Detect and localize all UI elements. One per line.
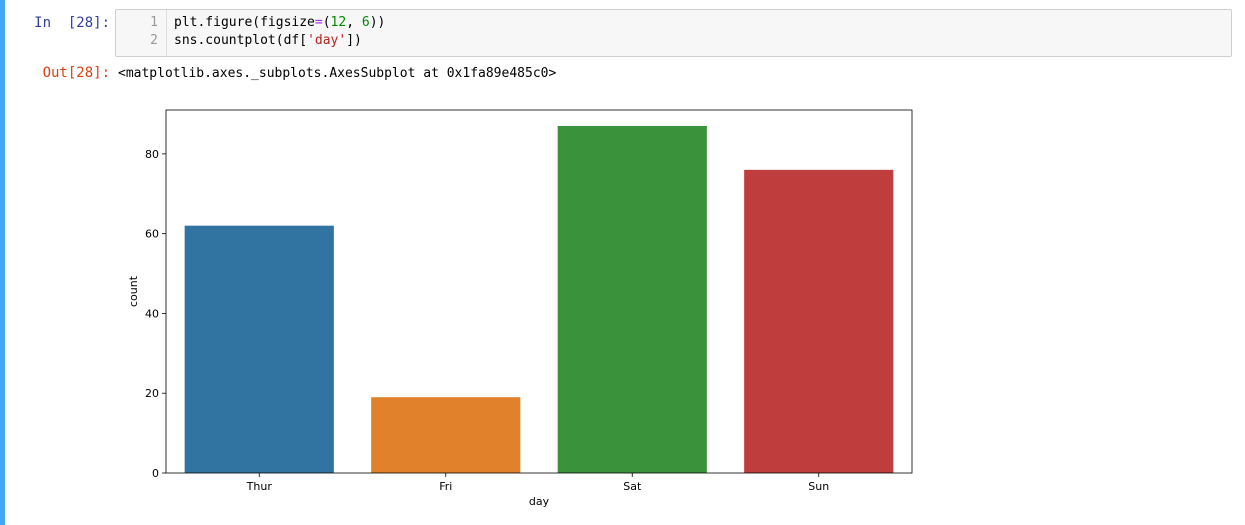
countplot-chart: Thur Fri Sat Sun 0 20 40 60 80 day count xyxy=(110,100,930,519)
x-tick-label: Thur xyxy=(246,480,273,493)
line-number: 2 xyxy=(150,33,158,48)
bar-thur xyxy=(184,225,334,473)
y-tick-label: 60 xyxy=(145,228,159,241)
code-token: , xyxy=(346,15,362,30)
code-token: 'day' xyxy=(307,33,347,48)
code-token: ]) xyxy=(346,33,362,48)
code-editor[interactable]: 1 2 plt.figure(figsize=(12, 6)) sns.coun… xyxy=(115,9,1232,57)
output-prompt: Out[28]: xyxy=(42,65,110,81)
active-cell-indicator xyxy=(0,0,5,525)
x-tick-label: Sat xyxy=(623,480,642,493)
code-line[interactable]: plt.figure(figsize=(12, 6)) xyxy=(174,15,385,30)
x-tick-label: Fri xyxy=(439,480,452,493)
code-token: plt.figure(figsize xyxy=(174,15,315,30)
axes-frame xyxy=(165,109,913,474)
chart-svg: Thur Fri Sat Sun 0 20 40 60 80 day count xyxy=(127,109,913,508)
code-line[interactable]: sns.countplot(df['day']) xyxy=(174,33,362,48)
code-token: = xyxy=(314,15,323,30)
output-repr-text: <matplotlib.axes._subplots.AxesSubplot a… xyxy=(118,66,557,81)
x-axis-label: day xyxy=(529,495,550,508)
y-tick-label: 0 xyxy=(152,467,159,480)
x-tick-label: Sun xyxy=(808,480,829,493)
y-tick-label: 20 xyxy=(145,387,159,400)
bar-fri xyxy=(371,397,521,473)
y-axis-label: count xyxy=(127,275,140,307)
code-token: )) xyxy=(369,15,386,30)
line-number: 1 xyxy=(150,15,158,30)
bar-sun xyxy=(744,169,894,473)
bar-sat xyxy=(557,125,707,473)
code-token: 6 xyxy=(361,15,370,30)
code-token: ( xyxy=(322,15,331,30)
code-token: 12 xyxy=(330,15,347,30)
line-number-gutter: 1 2 xyxy=(116,10,167,56)
input-prompt: In [28]: xyxy=(34,15,110,31)
y-tick-label: 80 xyxy=(145,148,159,161)
code-token: sns.countplot(df[ xyxy=(174,33,308,48)
y-tick-label: 40 xyxy=(145,307,159,320)
